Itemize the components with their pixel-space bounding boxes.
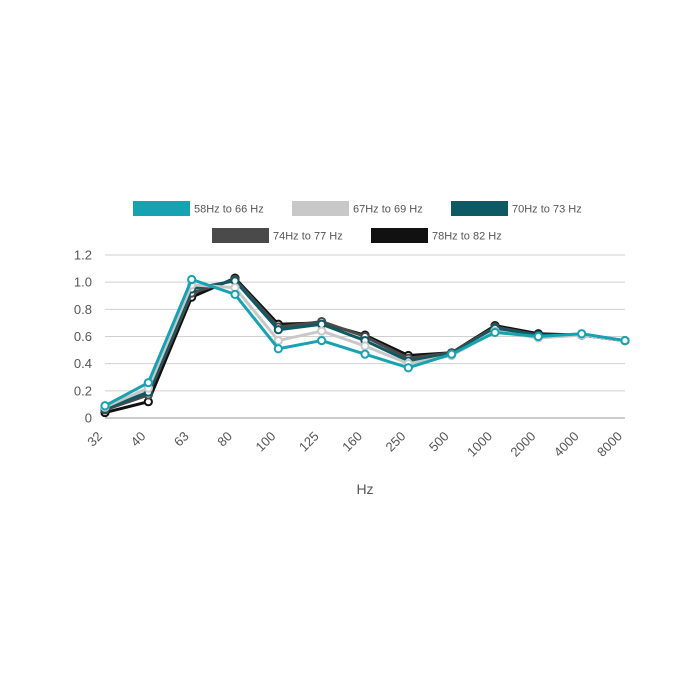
- data-point[interactable]: [317, 326, 327, 336]
- legend-label: 58Hz to 66 Hz: [194, 204, 264, 216]
- x-tick-label: 125: [296, 429, 322, 455]
- y-tick-label: 0.8: [74, 302, 92, 317]
- data-point[interactable]: [360, 341, 370, 351]
- data-point[interactable]: [100, 401, 110, 411]
- series-58hz-to-66-hz: [100, 274, 630, 411]
- legend-swatch: [451, 201, 508, 216]
- data-point[interactable]: [187, 274, 197, 285]
- x-tick-label: 250: [383, 429, 409, 455]
- data-point[interactable]: [230, 289, 240, 299]
- y-tick-label: 0.4: [74, 356, 92, 371]
- data-point[interactable]: [490, 327, 500, 338]
- x-tick-label: 80: [214, 429, 235, 450]
- data-point[interactable]: [273, 335, 283, 346]
- x-tick-label: 160: [339, 429, 365, 455]
- x-tick-label: 2000: [507, 429, 538, 460]
- x-tick-label: 32: [84, 429, 105, 450]
- legend-item[interactable]: 67Hz to 69 Hz: [292, 201, 423, 216]
- x-axis-ticks: 32 40 63 80 100 125 160 250 500 1000 2000 4000 8000: [84, 429, 625, 460]
- legend-label: 67Hz to 69 Hz: [353, 204, 423, 216]
- y-tick-label: 1.2: [74, 248, 92, 263]
- legend-item[interactable]: 74Hz to 77 Hz: [212, 228, 343, 243]
- legend-swatch: [292, 201, 349, 216]
- legend-item[interactable]: 70Hz to 73 Hz: [451, 201, 582, 216]
- data-point[interactable]: [533, 331, 543, 342]
- legend-item[interactable]: 78Hz to 82 Hz: [371, 228, 502, 243]
- x-tick-label: 1000: [464, 429, 495, 460]
- x-tick-label: 8000: [594, 429, 625, 460]
- data-point[interactable]: [143, 378, 153, 388]
- legend-swatch: [133, 201, 190, 216]
- data-point[interactable]: [577, 329, 587, 339]
- legend-swatch: [371, 228, 428, 243]
- y-tick-label: 0.6: [74, 329, 92, 344]
- legend-label: 74Hz to 77 Hz: [273, 231, 343, 243]
- data-point[interactable]: [620, 335, 630, 346]
- y-tick-label: 0: [85, 411, 92, 426]
- legend-item[interactable]: 58Hz to 66 Hz: [133, 201, 264, 216]
- x-tick-label: 40: [128, 429, 149, 450]
- data-point[interactable]: [360, 349, 370, 359]
- y-tick-label: 1.0: [74, 275, 92, 290]
- x-tick-label: 4000: [551, 429, 582, 460]
- legend-label: 78Hz to 82 Hz: [432, 231, 502, 243]
- x-tick-label: 500: [426, 429, 452, 455]
- data-point[interactable]: [273, 344, 283, 354]
- x-axis-title: Hz: [356, 481, 373, 497]
- legend-label: 70Hz to 73 Hz: [512, 204, 582, 216]
- data-point[interactable]: [317, 335, 327, 346]
- x-tick-label: 63: [171, 429, 192, 450]
- chart-legend: 58Hz to 66 Hz 67Hz to 69 Hz 70Hz to 73 Hz 7…: [133, 201, 582, 243]
- legend-swatch: [212, 228, 269, 243]
- series-group: [100, 273, 630, 418]
- x-tick-label: 100: [253, 429, 279, 455]
- y-tick-label: 0.2: [74, 383, 92, 398]
- data-point[interactable]: [403, 363, 413, 373]
- data-point[interactable]: [447, 349, 457, 359]
- data-point[interactable]: [273, 325, 283, 335]
- y-axis-ticks: 0 0.2 0.4 0.6 0.8 1.0 1.2: [74, 248, 92, 426]
